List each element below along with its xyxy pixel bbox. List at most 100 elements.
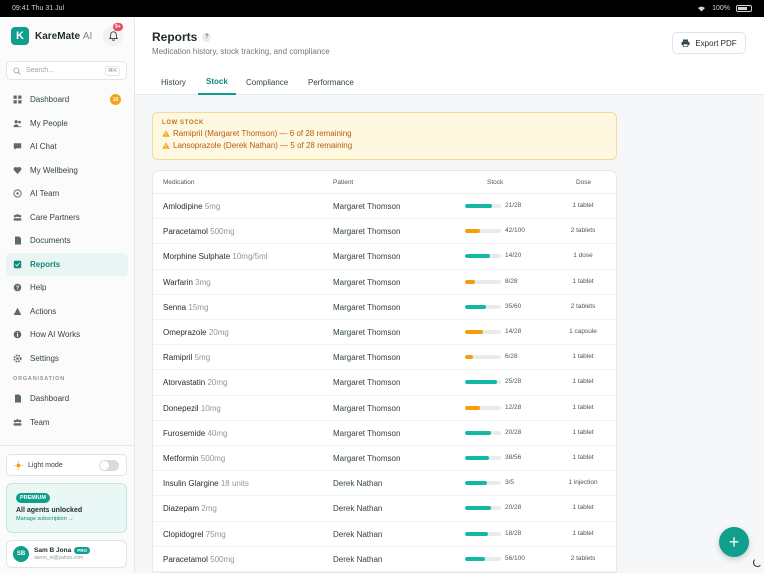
- heart-icon: [13, 166, 22, 175]
- people-icon: [13, 119, 22, 128]
- page-header: Reports ? Medication history, stock trac…: [135, 17, 764, 69]
- status-bar: 09:41 Thu 31 Jul 100%: [0, 0, 764, 17]
- sidebar-item-my-wellbeing[interactable]: My Wellbeing: [6, 159, 128, 183]
- table-row[interactable]: Clopidogrel 75mg Derek Nathan 18/28 1 table…: [153, 522, 616, 547]
- sidebar-item-care-partners[interactable]: Care Partners: [6, 206, 128, 230]
- stock-bar: [465, 506, 501, 511]
- column-stock[interactable]: Stock: [487, 179, 504, 186]
- sidebar-item-org-dashboard[interactable]: Dashboard: [6, 387, 128, 411]
- battery-percent: 100%: [712, 5, 730, 12]
- page-subtitle: Medication history, stock tracking, and …: [152, 47, 330, 56]
- plan-badge: PRO: [74, 547, 90, 554]
- stock-count: 6/28: [505, 353, 518, 361]
- tab-compliance[interactable]: Compliance: [246, 77, 289, 87]
- sidebar-item-label: Documents: [30, 236, 71, 246]
- table-row[interactable]: Donepezil 10mg Margaret Thomson 12/28 1 tab…: [153, 396, 616, 421]
- help-tooltip-icon[interactable]: ?: [202, 32, 212, 42]
- wifi-icon: [698, 6, 706, 12]
- dose: 2 tablets: [570, 227, 596, 235]
- notification-badge: 9+: [113, 23, 123, 31]
- table-row[interactable]: Senna 15mg Margaret Thomson 35/60 2 tablets: [153, 295, 616, 320]
- column-patient[interactable]: Patient: [333, 179, 354, 186]
- warning-icon: [162, 142, 170, 149]
- user-profile[interactable]: SB Sam B Jona PRO aaron_ni@yahoo.com: [6, 540, 127, 568]
- manage-subscription-link[interactable]: Manage subscription →: [16, 516, 74, 522]
- sidebar-item-org-team[interactable]: Team: [6, 411, 128, 435]
- sidebar-item-label: Actions: [30, 306, 57, 316]
- document-icon: [13, 236, 22, 245]
- tab-history[interactable]: History: [161, 77, 186, 87]
- column-dose[interactable]: Dose: [576, 179, 592, 186]
- stock-table: Medication Patient Stock Dose Amlodipine…: [152, 170, 617, 573]
- sidebar-item-label: Care Partners: [30, 212, 80, 222]
- table-row[interactable]: Insulin Glargine 18 units Derek Nathan 3/5…: [153, 471, 616, 497]
- tab-performance[interactable]: Performance: [308, 77, 354, 87]
- medication-strength: 2mg: [201, 504, 217, 514]
- brand[interactable]: K KareMate AI: [11, 27, 92, 45]
- loading-spinner-icon: [753, 558, 762, 567]
- patient-name: Margaret Thomson: [333, 454, 401, 463]
- add-button[interactable]: +: [719, 527, 749, 557]
- stock-bar-fill: [465, 506, 491, 511]
- light-mode-toggle[interactable]: [99, 459, 119, 471]
- stock-count: 20/28: [505, 428, 522, 436]
- warning-icon: [162, 130, 170, 137]
- sidebar-item-label: Help: [30, 283, 47, 293]
- notifications-button[interactable]: 9+: [103, 23, 123, 46]
- column-medication[interactable]: Medication: [163, 179, 195, 186]
- table-header: Medication Patient Stock Dose: [153, 171, 616, 194]
- search-icon: [13, 66, 21, 75]
- bell-icon: [108, 31, 118, 41]
- sidebar-item-label: Dashboard: [30, 95, 70, 105]
- sidebar-item-dashboard[interactable]: Dashboard 10: [6, 88, 128, 112]
- table-row[interactable]: Morphine Sulphate 10mg/5ml Margaret Thoms…: [153, 244, 616, 270]
- stock-bar-fill: [465, 355, 473, 360]
- sidebar-item-settings[interactable]: Settings: [6, 347, 128, 371]
- medication-name: Warfarin 3mg: [163, 277, 211, 287]
- dose: 1 tablet: [572, 353, 594, 361]
- table-row[interactable]: Warfarin 3mg Margaret Thomson 8/28 1 tablet: [153, 270, 616, 295]
- patient-name: Margaret Thomson: [333, 202, 401, 211]
- stock-count: 12/28: [505, 403, 522, 411]
- dashboard-badge: 10: [110, 94, 121, 105]
- patient-name: Margaret Thomson: [333, 353, 401, 363]
- medication-strength: 500mg: [210, 227, 235, 237]
- search-input[interactable]: Search... ⌘K: [6, 61, 127, 80]
- patient-name: Margaret Thomson: [333, 428, 401, 438]
- table-row[interactable]: Omeprazole 20mg Margaret Thomson 14/28 1 ca…: [153, 320, 616, 346]
- dose: 1 tablet: [572, 529, 594, 537]
- sidebar-item-label: Team: [30, 417, 50, 427]
- sidebar-item-actions[interactable]: Actions: [6, 300, 128, 324]
- medication-name: Paracetamol 500mg: [163, 227, 235, 237]
- sidebar-item-how-ai-works[interactable]: How AI Works: [6, 323, 128, 347]
- medication-strength: 40mg: [207, 428, 228, 438]
- table-row[interactable]: Amlodipine 5mg Margaret Thomson 21/28 1 tab…: [153, 194, 616, 220]
- table-row[interactable]: Atorvastatin 20mg Margaret Thomson 25/28 1 …: [153, 370, 616, 396]
- medication-strength: 500mg: [210, 554, 235, 564]
- table-row[interactable]: Metformin 500mg Margaret Thomson 38/56 1 ta…: [153, 446, 616, 472]
- stock-bar-fill: [465, 229, 481, 234]
- sidebar-item-reports[interactable]: Reports: [6, 252, 128, 276]
- table-row[interactable]: Paracetamol 500mg Margaret Thomson 42/100 2…: [153, 219, 616, 245]
- table-row[interactable]: Paracetamol 500mg Derek Nathan 56/100 2 tab…: [153, 547, 616, 572]
- sidebar-item-help[interactable]: ? Help: [6, 276, 128, 300]
- sidebar-item-documents[interactable]: Documents: [6, 229, 128, 253]
- tab-stock[interactable]: Stock: [198, 69, 236, 95]
- light-mode-toggle-row[interactable]: Light mode: [6, 454, 127, 476]
- sidebar-item-ai-chat[interactable]: AI Chat: [6, 135, 128, 159]
- sidebar-item-ai-team[interactable]: AI Team: [6, 182, 128, 206]
- table-row[interactable]: Ramipril 5mg Margaret Thomson 6/28 1 tablet: [153, 345, 616, 371]
- table-row[interactable]: Diazepam 2mg Derek Nathan 20/28 1 tablet: [153, 496, 616, 522]
- user-email: aaron_ni@yahoo.com: [34, 555, 83, 561]
- sidebar-item-label: My Wellbeing: [30, 165, 78, 175]
- stock-bar: [465, 456, 501, 460]
- medication-name: Omeprazole 20mg: [163, 328, 229, 337]
- stock-count: 38/56: [505, 454, 522, 461]
- sidebar-item-label: AI Team: [30, 189, 60, 199]
- sidebar-item-my-people[interactable]: My People: [6, 112, 128, 136]
- actions-icon: [13, 307, 22, 316]
- export-pdf-button[interactable]: Export PDF: [672, 32, 746, 54]
- table-row[interactable]: Furosemide 40mg Margaret Thomson 20/28 1 ta…: [153, 421, 616, 446]
- stock-bar-fill: [465, 531, 489, 536]
- stock-count: 3/5: [505, 479, 515, 487]
